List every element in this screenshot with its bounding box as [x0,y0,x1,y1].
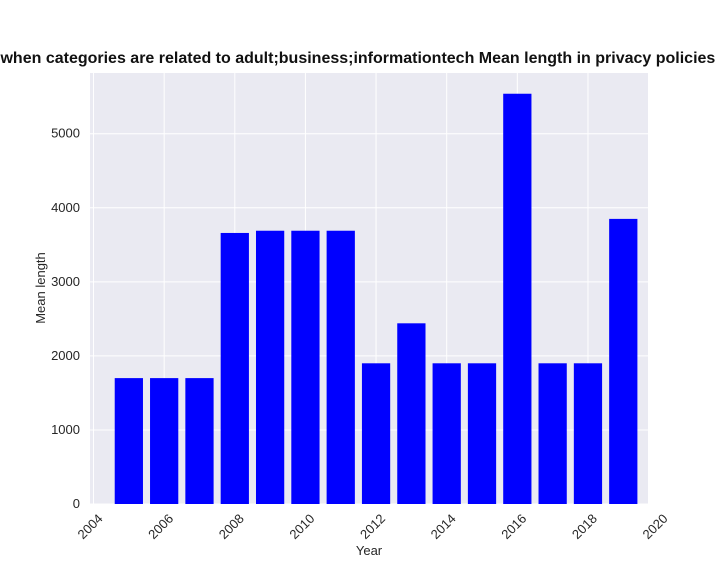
bars [114,93,638,505]
chart-title: Year when categories are related to adul… [0,50,720,67]
bar [503,93,532,504]
x-tick-label: 2006 [145,511,176,542]
x-tick-label: 2014 [428,511,459,542]
x-tick-label: 2004 [74,511,105,542]
x-tick-label: 2012 [357,511,388,542]
x-tick-label: 2008 [216,511,247,542]
bar [361,363,391,504]
bar [397,323,426,504]
bar [185,378,214,504]
bar [432,363,461,504]
x-tick-label: 2010 [286,511,317,542]
bar [291,230,320,504]
x-tick-label: 2018 [569,511,600,542]
bar [538,363,567,504]
y-tick-label: 5000 [51,126,80,141]
x-tick-label: 2016 [498,511,529,542]
y-tick-label: 0 [73,496,80,511]
bar [467,363,497,504]
bar [609,218,638,505]
bar [573,363,603,504]
x-tick-label: 2020 [640,511,671,542]
bar [220,232,249,505]
bar [255,230,285,504]
y-tick-labels: 0 1000 2000 3000 4000 5000 [51,126,80,511]
y-axis-label: Mean length [33,252,48,324]
x-axis-label: Year [356,543,383,558]
y-tick-label: 3000 [51,274,80,289]
y-tick-label: 4000 [51,200,80,215]
bar [150,378,179,504]
bar [326,230,355,504]
x-tick-labels: 2004 2006 2008 2010 2012 2014 2016 2018 2020 [74,511,670,542]
bar [114,378,143,504]
y-tick-label: 1000 [51,422,80,437]
y-tick-label: 2000 [51,348,80,363]
